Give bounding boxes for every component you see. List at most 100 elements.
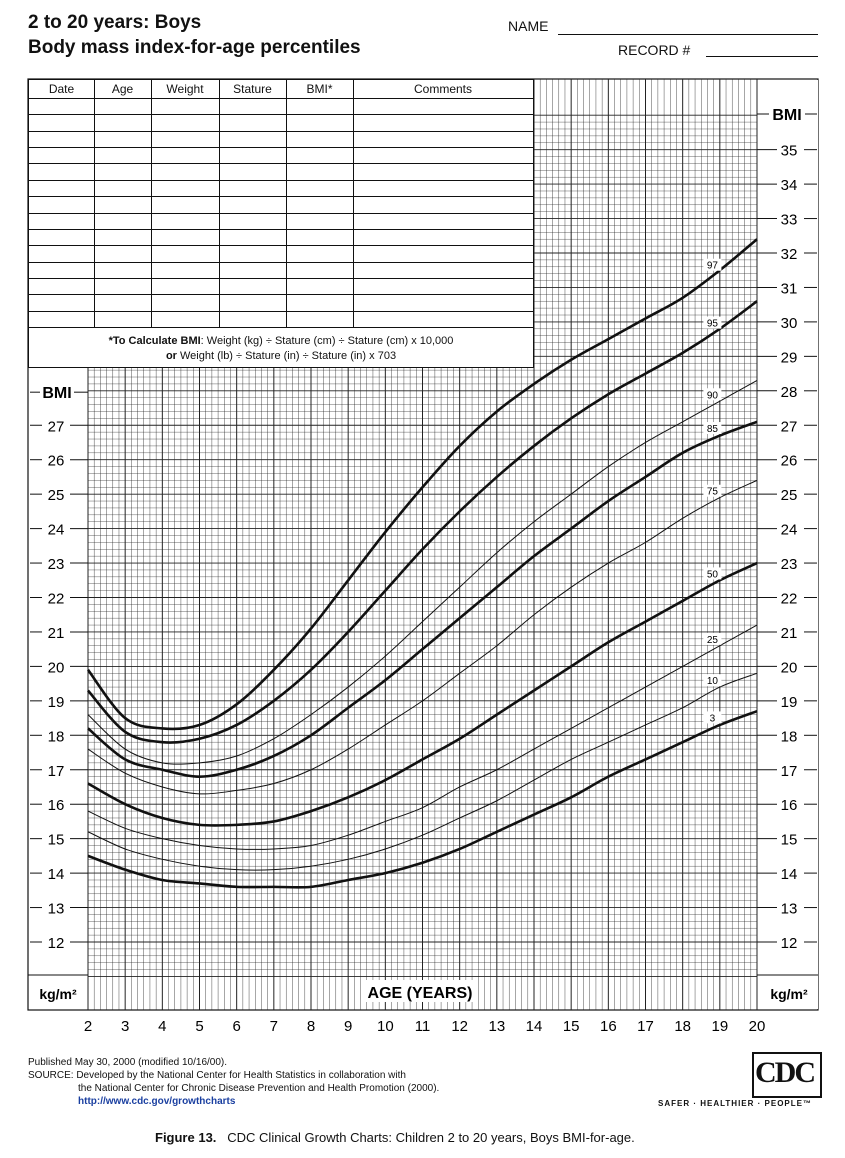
percentile-curve-10 bbox=[87, 672, 758, 871]
percentile-label-bg bbox=[703, 484, 722, 497]
y-tick-label-right: 26 bbox=[781, 453, 798, 470]
x-tick-label: 11 bbox=[415, 1018, 431, 1035]
table-row[interactable] bbox=[29, 245, 533, 247]
y-tick-label-right: 15 bbox=[781, 832, 798, 849]
y-tick-label-right: 14 bbox=[781, 866, 798, 883]
percentile-label-3: 3 bbox=[710, 713, 716, 724]
record-table: Date Age Weight Stature BMI* Comments *To Cal… bbox=[28, 79, 534, 368]
percentile-curve-90 bbox=[87, 380, 758, 765]
y-tick-label-left: 17 bbox=[48, 763, 65, 780]
formula-label: *To Calculate BMI bbox=[108, 335, 201, 347]
name-field[interactable] bbox=[558, 34, 818, 35]
figure-caption: Figure 13. CDC Clinical Growth Charts: C… bbox=[155, 1130, 635, 1145]
y-tick-label-right: 31 bbox=[781, 280, 798, 297]
source-line2: the National Center for Chronic Disease … bbox=[78, 1083, 440, 1094]
table-row[interactable] bbox=[29, 147, 533, 149]
table-header-bmi: BMI* bbox=[306, 82, 333, 96]
y-tick-label-left: 22 bbox=[48, 591, 65, 608]
right-label-column bbox=[758, 80, 818, 1009]
percentile-label-bg bbox=[703, 674, 722, 687]
unit-label-right: kg/m² bbox=[770, 986, 808, 1002]
record-field[interactable] bbox=[706, 56, 818, 57]
y-tick-label-left: 16 bbox=[48, 797, 65, 814]
y-tick-label-right: 25 bbox=[781, 487, 798, 504]
table-column-divider bbox=[94, 80, 95, 327]
chart-title: 2 to 20 years: Boys bbox=[28, 12, 202, 33]
percentile-curve-75 bbox=[87, 479, 758, 795]
cdc-logo-text: CDC bbox=[755, 1056, 816, 1089]
cdc-tagline: SAFER · HEALTHIER · PEOPLE™ bbox=[658, 1099, 812, 1108]
formula-imperial: Weight (lb) ÷ Stature (in) ÷ Stature (in… bbox=[176, 350, 397, 362]
chart-subtitle: Body mass index-for-age percentiles bbox=[28, 37, 361, 58]
x-tick-label: 7 bbox=[270, 1018, 278, 1035]
percentile-label-bg bbox=[703, 258, 722, 271]
percentile-label-75: 75 bbox=[707, 487, 719, 498]
percentile-curve-50 bbox=[87, 561, 758, 827]
percentile-label-90: 90 bbox=[707, 390, 719, 401]
percentile-label-bg bbox=[703, 632, 722, 645]
percentile-label-85: 85 bbox=[707, 424, 719, 435]
cdc-logo bbox=[752, 1052, 822, 1098]
table-row[interactable] bbox=[29, 277, 533, 279]
table-header-weight: Weight bbox=[166, 82, 204, 96]
percentile-label-25: 25 bbox=[707, 635, 719, 646]
table-row[interactable] bbox=[29, 228, 533, 230]
percentile-label-bg bbox=[703, 316, 722, 329]
y-tick-label-right: 18 bbox=[781, 728, 798, 745]
table-row[interactable] bbox=[29, 179, 533, 181]
percentile-label-bg bbox=[703, 422, 722, 435]
table-row[interactable] bbox=[29, 261, 533, 263]
y-tick-label-right: 29 bbox=[781, 349, 798, 366]
y-tick-label-left: 13 bbox=[48, 901, 65, 918]
y-tick-label-left: 20 bbox=[48, 659, 65, 676]
x-tick-label: 5 bbox=[195, 1018, 203, 1035]
table-row[interactable] bbox=[29, 212, 533, 214]
table-row[interactable] bbox=[29, 130, 533, 132]
x-tick-label: 6 bbox=[232, 1018, 240, 1035]
table-header-age: Age bbox=[111, 82, 134, 96]
y-tick-label-left: 14 bbox=[48, 866, 65, 883]
y-tick-label-left: 26 bbox=[48, 453, 65, 470]
x-axis-title-bg bbox=[362, 980, 478, 1002]
table-column-divider bbox=[286, 80, 287, 327]
percentile-curve-25 bbox=[87, 624, 758, 850]
table-column-divider bbox=[353, 80, 354, 327]
table-row[interactable] bbox=[29, 114, 533, 116]
y-tick-label-right: 35 bbox=[781, 143, 798, 160]
percentile-label-bg bbox=[703, 388, 722, 401]
y-tick-label-right: 34 bbox=[781, 177, 798, 194]
x-tick-label: 15 bbox=[563, 1018, 580, 1035]
y-tick-label-right: 16 bbox=[781, 797, 798, 814]
x-tick-label: 8 bbox=[307, 1018, 315, 1035]
table-header-stature: Stature bbox=[233, 82, 272, 96]
figure-number: Figure 13. bbox=[155, 1130, 217, 1145]
table-row[interactable] bbox=[29, 196, 533, 198]
y-tick-label-right: 27 bbox=[781, 418, 798, 435]
percentile-curve-97 bbox=[86, 238, 758, 731]
y-tick-label-left: 21 bbox=[48, 625, 65, 642]
table-row[interactable] bbox=[29, 294, 533, 296]
y-tick-label-right: 20 bbox=[781, 659, 798, 676]
y-tick-label-left: 27 bbox=[48, 418, 65, 435]
growthcharts-link[interactable]: http://www.cdc.gov/growthcharts bbox=[78, 1096, 236, 1107]
formula-metric: : Weight (kg) ÷ Stature (cm) ÷ Stature (… bbox=[200, 335, 454, 347]
record-label: RECORD # bbox=[618, 42, 691, 58]
x-tick-label: 20 bbox=[749, 1018, 766, 1035]
published-note: Published May 30, 2000 (modified 10/16/0… bbox=[28, 1057, 228, 1068]
x-tick-label: 13 bbox=[488, 1018, 505, 1035]
x-tick-label: 18 bbox=[674, 1018, 691, 1035]
table-column-divider bbox=[151, 80, 152, 327]
percentile-label-10: 10 bbox=[707, 676, 719, 687]
y-tick-label-left: 24 bbox=[48, 522, 65, 539]
table-row[interactable] bbox=[29, 310, 533, 312]
table-header-divider bbox=[29, 98, 533, 99]
source-line1: SOURCE: Developed by the National Center… bbox=[28, 1070, 406, 1081]
percentile-label-bg bbox=[703, 711, 722, 724]
x-tick-label: 12 bbox=[451, 1018, 468, 1035]
y-tick-label-left: 12 bbox=[48, 935, 65, 952]
y-tick-label-left: 18 bbox=[48, 728, 65, 745]
x-tick-label: 3 bbox=[121, 1018, 129, 1035]
table-row[interactable] bbox=[29, 163, 533, 165]
y-tick-label-right: 17 bbox=[781, 763, 798, 780]
y-tick-label-right: 21 bbox=[781, 625, 798, 642]
